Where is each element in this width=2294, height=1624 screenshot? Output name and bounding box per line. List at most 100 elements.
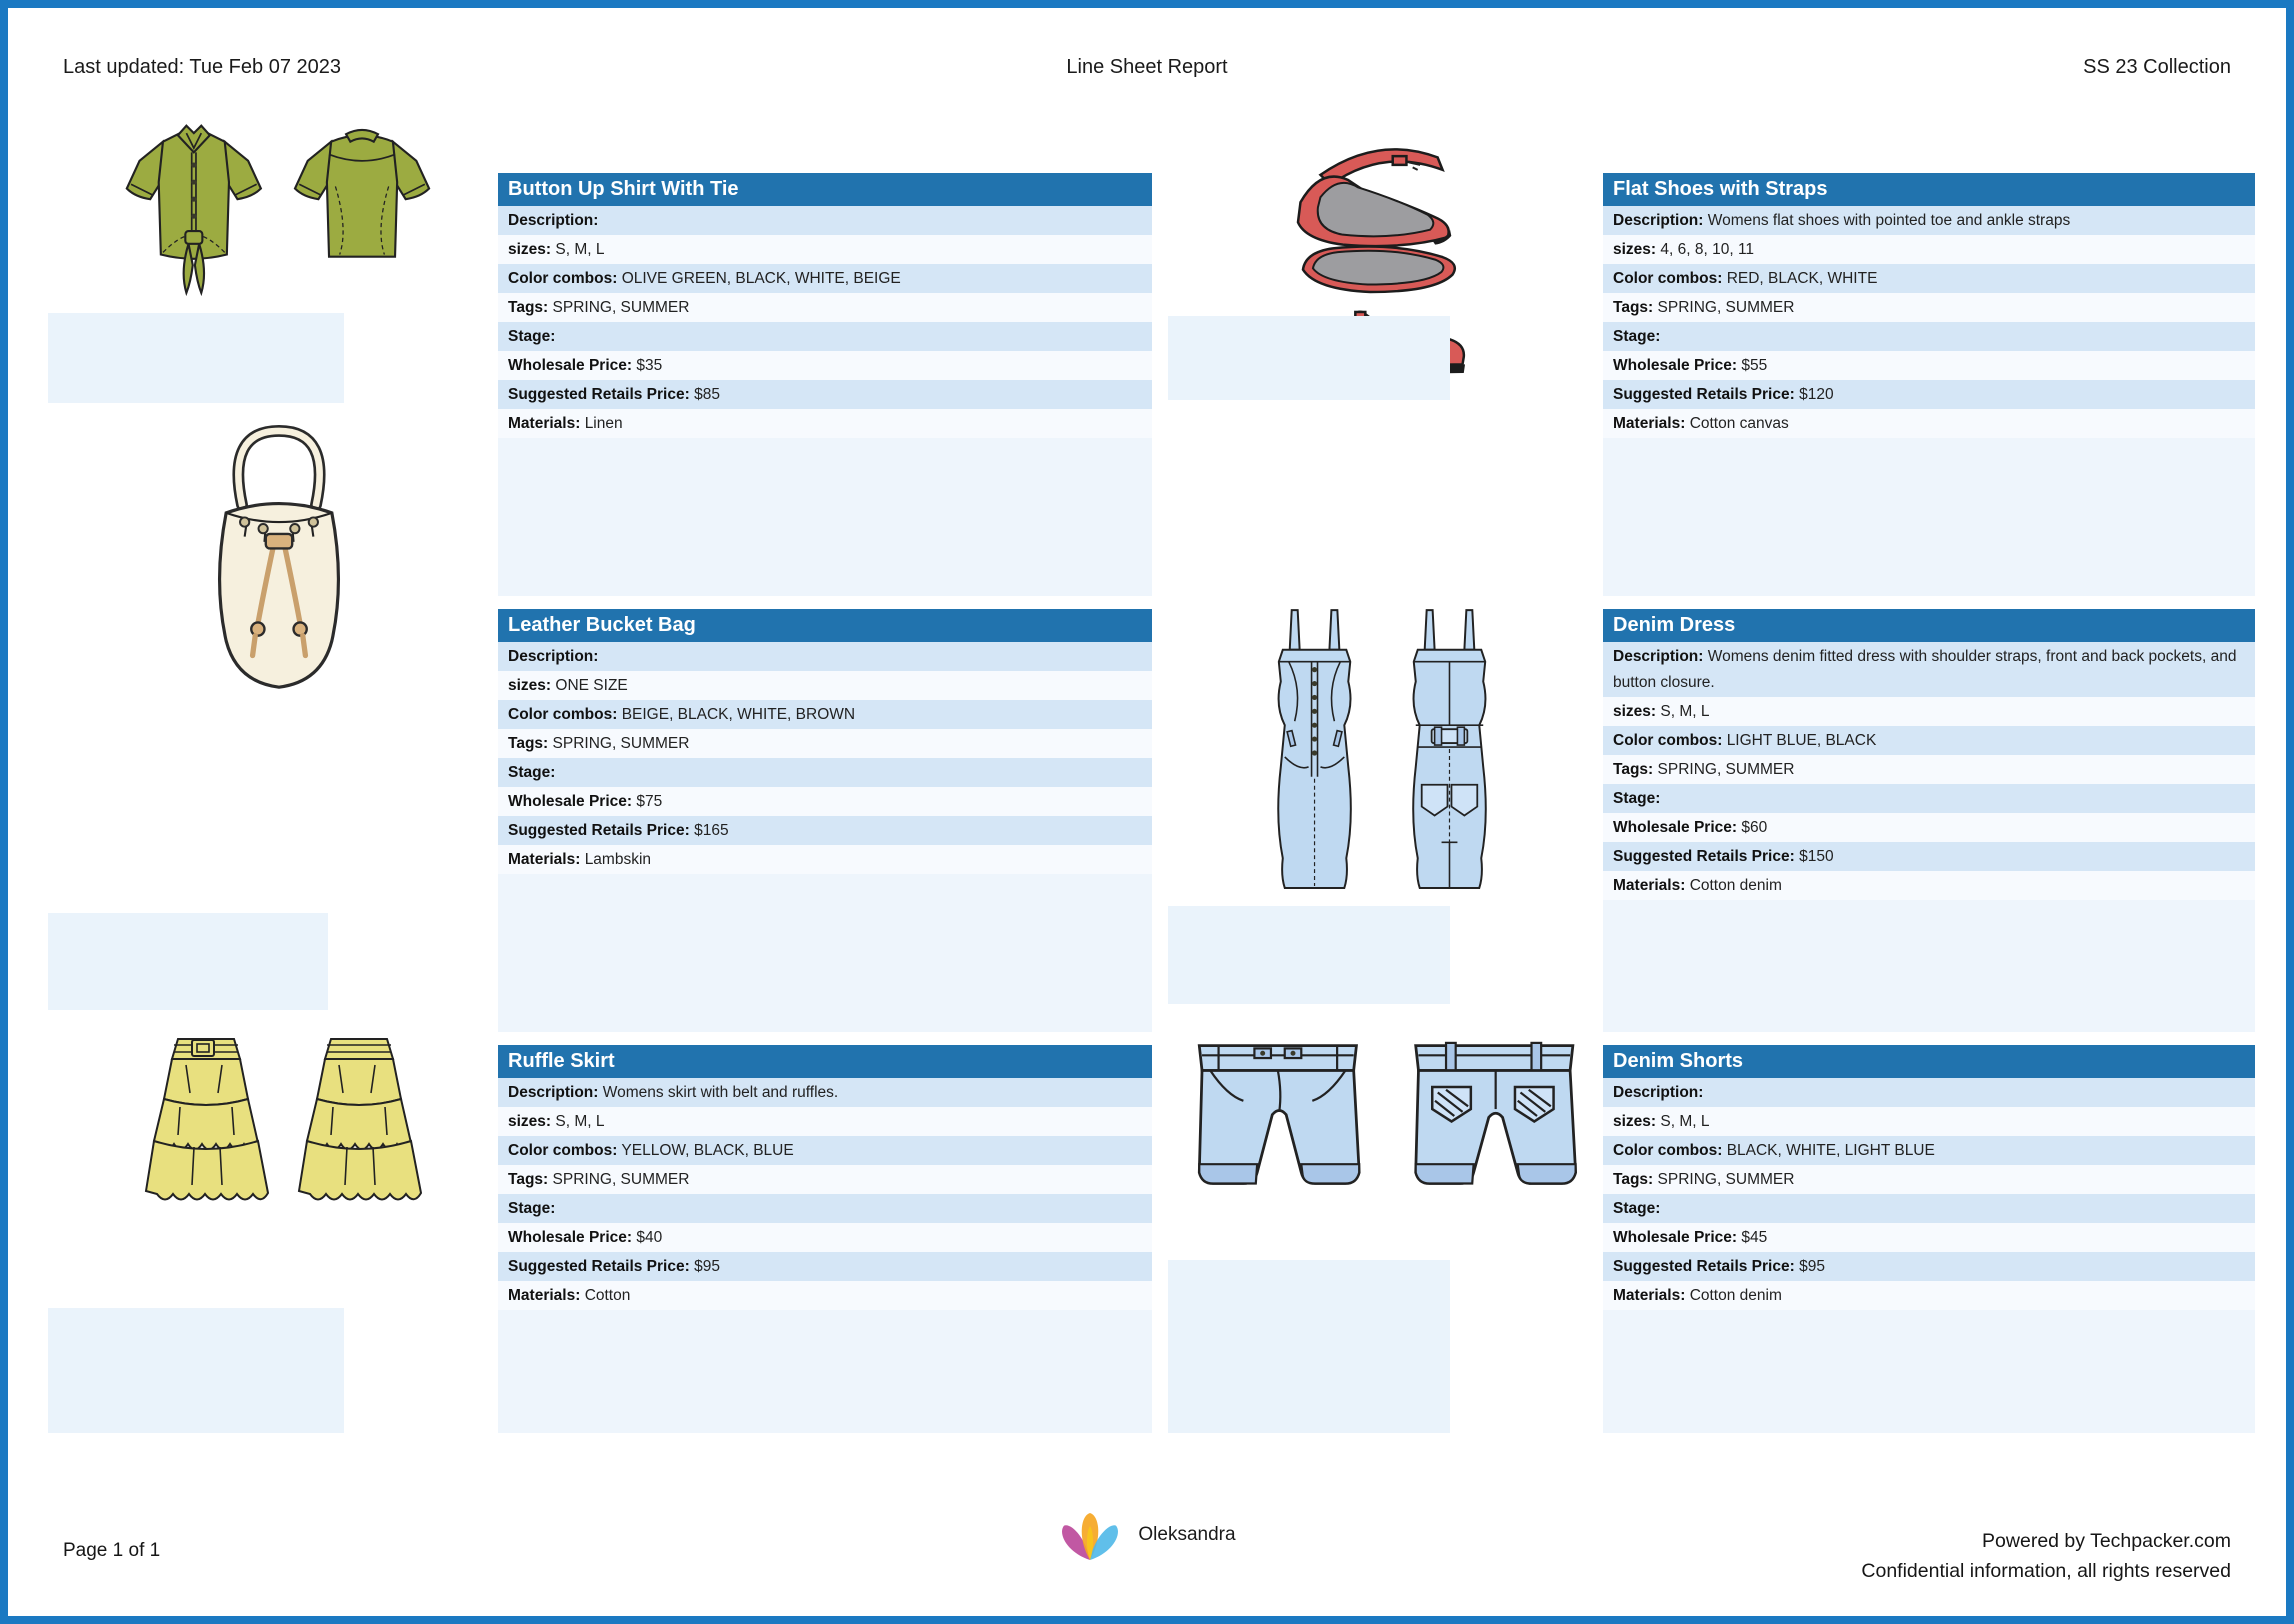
field-value: ONE SIZE (555, 677, 628, 694)
field-label: Materials: (1613, 415, 1686, 432)
detail-row-color-combos: Color combos: LIGHT BLUE, BLACK (1603, 726, 2255, 755)
field-value: BEIGE, BLACK, WHITE, BROWN (621, 706, 856, 723)
field-label: Description: (1613, 648, 1704, 665)
field-value: Womens flat shoes with pointed toe and a… (1707, 212, 2071, 229)
field-label: Suggested Retails Price: (508, 386, 690, 403)
bag-drawstring (255, 541, 303, 627)
detail-row-stage: Stage: (498, 758, 1152, 787)
image-background-filler (1168, 1260, 1450, 1433)
image-background-filler (48, 1308, 344, 1433)
page-title: Line Sheet Report (1066, 56, 1228, 78)
field-label: Suggested Retails Price: (508, 1258, 690, 1275)
detail-row-materials: Materials: Cotton canvas (1603, 409, 2255, 438)
field-value: SPRING, SUMMER (1657, 1171, 1795, 1188)
card-filler (498, 1310, 1152, 1433)
field-label: Color combos: (1613, 270, 1723, 287)
field-label: sizes: (1613, 241, 1657, 258)
detail-row-wholesale-price: Wholesale Price: $35 (498, 351, 1152, 380)
detail-row-stage: Stage: (498, 322, 1152, 351)
footer-legal: Powered by Techpacker.com Confidential i… (1861, 1526, 2231, 1586)
detail-row-sizes: sizes: S, M, L (498, 1107, 1152, 1136)
field-label: Color combos: (1613, 1142, 1723, 1159)
field-label: Suggested Retails Price: (1613, 386, 1795, 403)
field-label: Color combos: (508, 270, 618, 287)
field-value: Cotton canvas (1689, 415, 1789, 432)
bucket-bag-illustration (217, 424, 341, 689)
field-value: SPRING, SUMMER (552, 735, 690, 752)
shirt-back-view (293, 128, 431, 258)
detail-row-tags: Tags: SPRING, SUMMER (1603, 293, 2255, 322)
dress-front-view (1277, 609, 1352, 889)
field-label: Stage: (508, 328, 556, 345)
field-label: Tags: (508, 735, 549, 752)
field-value: $95 (694, 1258, 720, 1275)
detail-row-sizes: sizes: 4, 6, 8, 10, 11 (1603, 235, 2255, 264)
field-value: S, M, L (555, 241, 605, 258)
detail-row-sizes: sizes: S, M, L (1603, 697, 2255, 726)
product-image-ruffle-skirt (63, 1030, 495, 1242)
field-label: Stage: (508, 1200, 556, 1217)
field-value: $40 (636, 1229, 663, 1246)
collection-name: SS 23 Collection (2083, 56, 2231, 78)
detail-row-materials: Materials: Lambskin (498, 845, 1152, 874)
detail-row-color-combos: Color combos: BEIGE, BLACK, WHITE, BROWN (498, 700, 1152, 729)
shoe-ankle-strap-view (1296, 148, 1452, 248)
field-value: $165 (694, 822, 729, 839)
detail-row-color-combos: Color combos: RED, BLACK, WHITE (1603, 264, 2255, 293)
field-label: Tags: (508, 299, 549, 316)
field-label: Materials: (508, 415, 581, 432)
image-background-filler (48, 913, 328, 1010)
product-card-bucket-bag: Leather Bucket Bag Description: sizes: O… (498, 609, 1152, 1032)
field-label: Color combos: (1613, 732, 1723, 749)
detail-row-retail-price: Suggested Retails Price: $95 (498, 1252, 1152, 1281)
brand-name: Oleksandra (1138, 1524, 1236, 1545)
shirt-front-and-back-illustration (125, 124, 431, 297)
field-value: SPRING, SUMMER (552, 299, 690, 316)
field-label: Stage: (508, 764, 556, 781)
field-value: $95 (1799, 1258, 1825, 1275)
detail-row-wholesale-price: Wholesale Price: $40 (498, 1223, 1152, 1252)
card-filler (1603, 900, 2255, 1032)
field-value: $75 (636, 793, 663, 810)
field-label: Tags: (508, 1171, 549, 1188)
product-name: Ruffle Skirt (498, 1045, 1152, 1078)
field-label: Wholesale Price: (1613, 357, 1738, 374)
product-name: Denim Shorts (1603, 1045, 2255, 1078)
field-value: SPRING, SUMMER (1657, 761, 1795, 778)
field-label: sizes: (508, 1113, 552, 1130)
shirt-front-view (125, 124, 263, 297)
field-label: Wholesale Price: (1613, 819, 1738, 836)
field-value: $85 (694, 386, 720, 403)
field-value: $35 (636, 357, 663, 374)
field-value: SPRING, SUMMER (1657, 299, 1795, 316)
detail-row-wholesale-price: Wholesale Price: $60 (1603, 813, 2255, 842)
techpacker-logo-icon (1062, 1513, 1119, 1560)
detail-row-stage: Stage: (1603, 784, 2255, 813)
field-label: Description: (508, 1084, 599, 1101)
field-value: S, M, L (1660, 703, 1710, 720)
field-label: Suggested Retails Price: (1613, 848, 1795, 865)
field-label: Wholesale Price: (508, 357, 633, 374)
shoe-top-view (1301, 245, 1456, 294)
bag-body (217, 502, 341, 689)
skirt-front-view (144, 1038, 270, 1201)
detail-row-wholesale-price: Wholesale Price: $55 (1603, 351, 2255, 380)
product-card-button-up-shirt: Button Up Shirt With Tie Description: si… (498, 173, 1152, 596)
denim-dress-illustration (1277, 609, 1487, 889)
field-label: Description: (508, 212, 599, 229)
field-label: Wholesale Price: (1613, 1229, 1738, 1246)
field-value: $60 (1741, 819, 1768, 836)
card-filler (1603, 1310, 2255, 1433)
field-label: sizes: (508, 241, 552, 258)
detail-row-retail-price: Suggested Retails Price: $150 (1603, 842, 2255, 871)
field-value: Cotton denim (1689, 1287, 1782, 1304)
field-label: Materials: (1613, 1287, 1686, 1304)
field-label: Description: (1613, 212, 1704, 229)
field-label: Tags: (1613, 299, 1654, 316)
field-value: RED, BLACK, WHITE (1726, 270, 1878, 287)
detail-row-retail-price: Suggested Retails Price: $95 (1603, 1252, 2255, 1281)
field-value: YELLOW, BLACK, BLUE (621, 1142, 794, 1159)
card-filler (1603, 438, 2255, 596)
product-name: Button Up Shirt With Tie (498, 173, 1152, 206)
